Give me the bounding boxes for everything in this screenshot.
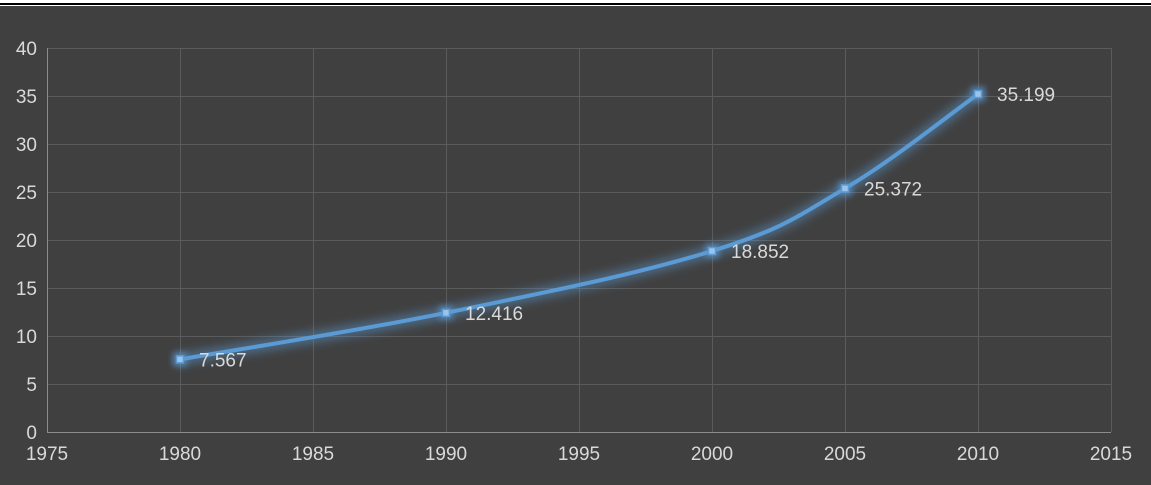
y-tick-label: 5 — [26, 375, 37, 396]
x-tick-label: 1985 — [292, 444, 334, 465]
line-chart: 0 5 10 15 20 25 30 35 40 1975 1980 1985 1990 1995 2000… — [0, 6, 1151, 485]
top-rule — [0, 3, 1151, 5]
x-tick-label: 2010 — [957, 444, 999, 465]
x-tick-label: 1975 — [26, 444, 68, 465]
y-tick-label: 10 — [16, 327, 37, 348]
data-point — [707, 246, 717, 256]
chart-frame: 0 5 10 15 20 25 30 35 40 1975 1980 1985 1990 1995 2000… — [0, 6, 1151, 485]
x-tick-label: 1995 — [558, 444, 600, 465]
y-tick-label: 0 — [26, 423, 37, 444]
y-tick-label: 25 — [16, 183, 37, 204]
y-tick-label: 15 — [16, 279, 37, 300]
data-label: 12.416 — [465, 304, 523, 325]
data-point — [175, 355, 185, 364]
data-point — [973, 89, 983, 99]
x-tick-label: 1990 — [425, 444, 467, 465]
data-label: 18.852 — [731, 242, 789, 263]
y-tick-label: 30 — [16, 135, 37, 156]
data-label: 25.372 — [864, 179, 922, 200]
x-tick-label: 2000 — [691, 444, 733, 465]
y-tick-label: 35 — [16, 87, 37, 108]
data-label: 7.567 — [199, 350, 247, 371]
data-label: 35.199 — [997, 85, 1055, 106]
data-point — [441, 308, 451, 318]
x-tick-label: 1980 — [159, 444, 201, 465]
series-line — [178, 92, 980, 362]
x-tick-label: 2005 — [824, 444, 866, 465]
x-tick-label: 2015 — [1090, 444, 1132, 465]
chart-background — [0, 6, 1151, 485]
y-tick-label: 40 — [16, 39, 37, 60]
y-tick-label: 20 — [16, 231, 37, 252]
data-point — [840, 184, 850, 193]
